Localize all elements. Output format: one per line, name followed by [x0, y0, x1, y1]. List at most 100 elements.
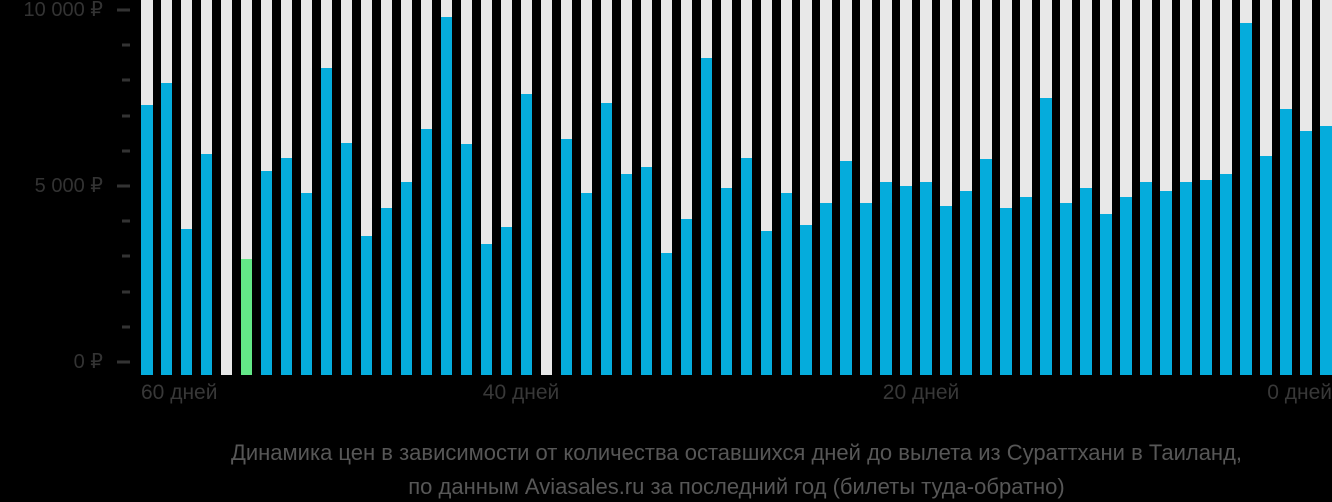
- price-bar: [500, 226, 513, 375]
- price-bar: [860, 202, 872, 375]
- price-bar: [620, 174, 633, 375]
- bar-column[interactable]: [280, 0, 293, 375]
- bar-column[interactable]: [680, 0, 693, 375]
- x-tick-label-0-days: 0 дней: [1267, 381, 1332, 404]
- bar-column[interactable]: [980, 0, 992, 375]
- bar-column[interactable]: [340, 0, 353, 375]
- y-axis-tick: [122, 325, 130, 329]
- bar-column[interactable]: [1040, 0, 1052, 375]
- plot-area: [141, 0, 1332, 375]
- y-axis-tick: [122, 43, 130, 47]
- bar-column[interactable]: [1020, 0, 1032, 375]
- bar-column[interactable]: [860, 0, 872, 375]
- bar-column[interactable]: [1300, 0, 1312, 375]
- bar-column[interactable]: [240, 0, 253, 375]
- bar-column[interactable]: [960, 0, 972, 375]
- bar-column[interactable]: [540, 0, 553, 375]
- bar-column[interactable]: [500, 0, 513, 375]
- price-bar: [1180, 181, 1192, 375]
- price-bar: [600, 103, 613, 375]
- bar-column[interactable]: [660, 0, 673, 375]
- y-axis-label: 0 ₽: [73, 351, 103, 373]
- price-bar: [180, 228, 193, 375]
- chart-title-line-1: Динамика цен в зависимости от количества…: [230, 440, 1243, 465]
- price-bar-lowest: [240, 258, 253, 375]
- y-axis-tick: [122, 149, 130, 153]
- y-axis-tick: [122, 78, 130, 82]
- bar-column[interactable]: [380, 0, 393, 375]
- y-axis-label: 10 000 ₽: [23, 0, 103, 21]
- bar-column[interactable]: [480, 0, 493, 375]
- bar-column[interactable]: [300, 0, 313, 375]
- bar-column[interactable]: [780, 0, 792, 375]
- bar-column[interactable]: [1200, 0, 1212, 375]
- x-tick-label-20-days: 20 дней: [882, 381, 960, 404]
- bar-column[interactable]: [320, 0, 333, 375]
- price-bar: [960, 191, 972, 375]
- bar-column[interactable]: [141, 0, 153, 375]
- price-bar: [560, 138, 573, 375]
- bar-column[interactable]: [1100, 0, 1112, 375]
- price-bar: [1160, 191, 1172, 375]
- bar-column[interactable]: [1120, 0, 1132, 375]
- price-bar: [440, 16, 453, 375]
- bar-column[interactable]: [900, 0, 912, 375]
- price-bar: [1040, 97, 1052, 375]
- bar-column[interactable]: [720, 0, 733, 375]
- bar-column[interactable]: [640, 0, 653, 375]
- price-bar: [900, 185, 912, 375]
- bar-column[interactable]: [400, 0, 413, 375]
- bar-column[interactable]: [1180, 0, 1192, 375]
- bar-column[interactable]: [760, 0, 773, 375]
- bar-column[interactable]: [1140, 0, 1152, 375]
- bar-column[interactable]: [560, 0, 573, 375]
- bar-column[interactable]: [580, 0, 593, 375]
- bar-column[interactable]: [460, 0, 473, 375]
- bar-column[interactable]: [440, 0, 453, 375]
- bar-column[interactable]: [700, 0, 713, 375]
- price-bar: [280, 157, 293, 375]
- bar-column[interactable]: [420, 0, 433, 375]
- bar-column[interactable]: [1080, 0, 1092, 375]
- price-bar: [1140, 181, 1152, 375]
- bar-column[interactable]: [160, 0, 173, 375]
- price-bar: [1120, 196, 1132, 375]
- bar-column[interactable]: [940, 0, 952, 375]
- bar-column[interactable]: [200, 0, 213, 375]
- bar-column[interactable]: [1160, 0, 1172, 375]
- bar-column[interactable]: [740, 0, 753, 375]
- bar-column[interactable]: [600, 0, 613, 375]
- bar-column[interactable]: [1000, 0, 1012, 375]
- bar-column[interactable]: [260, 0, 273, 375]
- y-axis-tick: [117, 8, 130, 12]
- price-bar: [1240, 22, 1252, 375]
- price-bar: [1320, 125, 1332, 375]
- price-bar: [720, 187, 733, 375]
- bar-column[interactable]: [1060, 0, 1072, 375]
- bar-column[interactable]: [1220, 0, 1232, 375]
- bar-column[interactable]: [360, 0, 373, 375]
- y-axis-label: 5 000 ₽: [34, 175, 103, 197]
- bar-column[interactable]: [180, 0, 193, 375]
- bar-column[interactable]: [620, 0, 633, 375]
- y-axis-tick: [122, 114, 130, 118]
- bar-column[interactable]: [1280, 0, 1292, 375]
- bar-column[interactable]: [220, 0, 233, 375]
- price-bar: [820, 202, 832, 375]
- price-bar: [1260, 155, 1272, 375]
- price-bar: [340, 142, 353, 375]
- bar-column[interactable]: [520, 0, 533, 375]
- bar-column[interactable]: [1320, 0, 1332, 375]
- bar-column[interactable]: [880, 0, 892, 375]
- price-bar: [580, 193, 593, 375]
- bar-column[interactable]: [800, 0, 812, 375]
- bar-column[interactable]: [820, 0, 832, 375]
- bar-column[interactable]: [840, 0, 852, 375]
- bar-column[interactable]: [1240, 0, 1252, 375]
- y-axis-tick: [117, 360, 130, 364]
- bar-column[interactable]: [920, 0, 932, 375]
- price-bar: [1020, 196, 1032, 375]
- price-bar: [940, 206, 952, 375]
- price-bar: [160, 82, 173, 375]
- bar-column[interactable]: [1260, 0, 1272, 375]
